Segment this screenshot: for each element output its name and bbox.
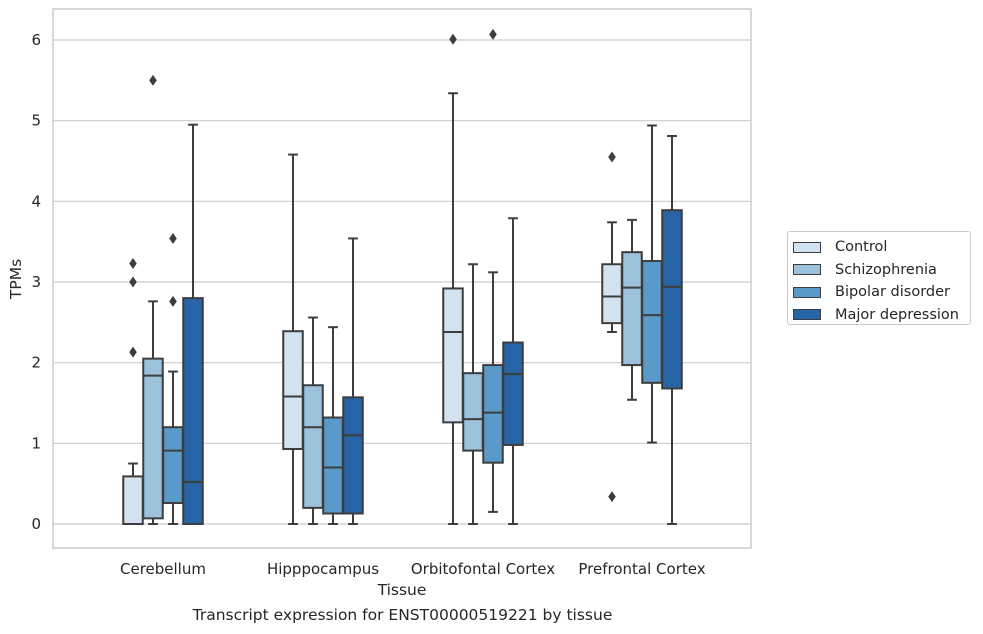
- box-0-2: [442, 33, 464, 525]
- box-3-0: [182, 123, 204, 525]
- legend-item: Bipolar disorder: [793, 281, 970, 304]
- box-body: [661, 209, 683, 390]
- figure-caption: Transcript expression for ENST0000051922…: [192, 606, 613, 624]
- box-3-1: [342, 237, 364, 525]
- box-body: [282, 330, 304, 450]
- y-tick-label: 0: [31, 515, 41, 533]
- outlier-point: [608, 491, 616, 503]
- outlier-point: [608, 151, 616, 163]
- box-body: [621, 251, 643, 367]
- box-body: [462, 372, 484, 452]
- box-body: [442, 287, 464, 424]
- outlier-point: [169, 232, 177, 244]
- y-axis-label: TPMs: [7, 259, 25, 300]
- outlier-point: [449, 33, 457, 45]
- box-body: [162, 426, 184, 505]
- outlier-point: [129, 276, 137, 288]
- box-body: [122, 475, 144, 526]
- legend-swatch: [793, 264, 821, 276]
- x-axis-label: Tissue: [377, 581, 427, 599]
- legend-item: Schizophrenia: [793, 259, 970, 282]
- legend-item: Control: [793, 236, 970, 259]
- y-tick-label: 6: [31, 31, 41, 49]
- box-0-3: [601, 151, 623, 503]
- box-body: [302, 384, 324, 509]
- x-tick-label: Hipppocampus: [267, 560, 379, 578]
- box-body: [142, 357, 164, 520]
- tick-labels: 0 1 2 3 4 5 6 Cerebellum Hipppocampus Orbitofonta…: [31, 31, 705, 578]
- y-tick-label: 5: [31, 112, 41, 130]
- legend-label: Major depression: [835, 306, 959, 323]
- outlier-point: [169, 295, 177, 307]
- boxes-layer: [122, 28, 683, 526]
- outlier-point: [489, 28, 497, 40]
- box-3-2: [502, 217, 524, 525]
- legend-item: Major depression: [793, 304, 970, 327]
- outlier-point: [129, 257, 137, 269]
- legend-swatch: [793, 309, 821, 321]
- legend-swatch: [793, 241, 821, 253]
- box-1-3: [621, 218, 643, 401]
- outlier-point: [129, 346, 137, 358]
- box-1-2: [462, 263, 484, 525]
- box-2-0: [162, 232, 184, 525]
- y-tick-label: 2: [31, 354, 41, 372]
- box-body: [502, 341, 524, 446]
- x-tick-label: Orbitofontal Cortex: [411, 560, 555, 578]
- box-body: [641, 260, 663, 384]
- legend-swatch: [793, 286, 821, 298]
- legend-label: Bipolar disorder: [835, 284, 950, 301]
- box-3-3: [661, 134, 683, 525]
- y-tick-label: 1: [31, 434, 41, 452]
- x-tick-label: Prefrontal Cortex: [578, 560, 705, 578]
- x-tick-label: Cerebellum: [120, 560, 206, 578]
- box-1-0: [142, 74, 164, 525]
- box-body: [182, 297, 204, 525]
- box-body: [482, 364, 504, 464]
- box-body: [601, 263, 623, 325]
- y-tick-label: 4: [31, 192, 41, 210]
- box-2-1: [322, 326, 344, 525]
- legend-label: Control: [835, 239, 888, 256]
- y-tick-label: 3: [31, 273, 41, 291]
- box-body: [342, 396, 364, 515]
- legend-label: Schizophrenia: [835, 261, 937, 278]
- box-body: [322, 416, 344, 515]
- outlier-point: [149, 74, 157, 86]
- legend: Control Schizophrenia Bipolar disorder Majo…: [787, 231, 971, 325]
